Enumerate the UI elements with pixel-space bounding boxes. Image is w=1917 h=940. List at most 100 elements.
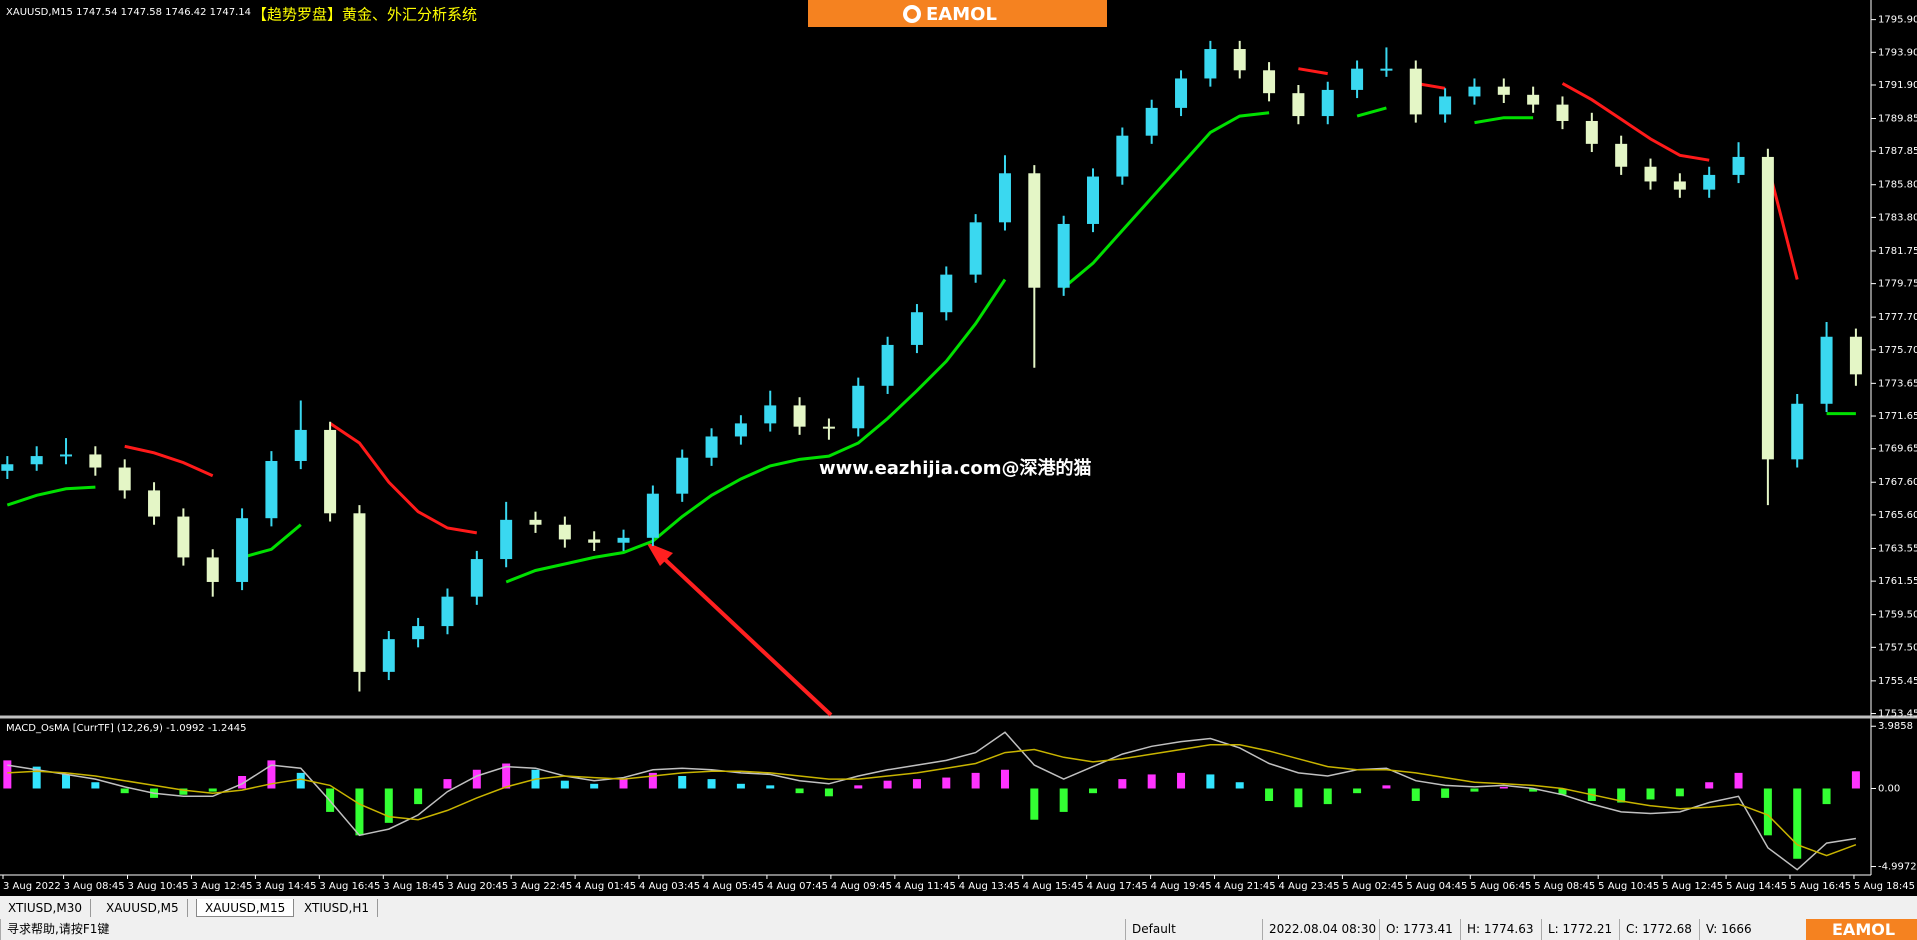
tab[interactable]: XTIUSD,H1	[296, 899, 378, 917]
histogram-bar	[1675, 788, 1684, 797]
status-high: H: 1774.63	[1460, 919, 1534, 940]
x-tick-label: 4 Aug 07:45	[767, 881, 828, 892]
y-tick-label: -4.9972	[1878, 862, 1917, 873]
tab[interactable]: XAUUSD,M5	[98, 899, 188, 917]
histogram-bar	[414, 788, 423, 805]
y-tick-label: 1765.60	[1878, 510, 1917, 521]
histogram-bar	[32, 766, 41, 789]
candle-body	[529, 519, 542, 525]
indicator-line	[7, 744, 1857, 857]
candle-body	[500, 519, 513, 560]
candle-body	[1615, 143, 1628, 167]
annotation-arrow	[656, 551, 833, 717]
histogram-bar	[62, 774, 71, 789]
y-tick-label: 1759.50	[1878, 610, 1917, 621]
histogram-bar	[619, 779, 628, 789]
x-tick-label: 3 Aug 12:45	[191, 881, 252, 892]
histogram-bar	[1734, 772, 1743, 789]
histogram-bar	[1030, 788, 1039, 820]
candle-body	[676, 457, 689, 494]
histogram-bar	[795, 788, 804, 794]
candle-body	[1703, 174, 1716, 190]
y-tick-label: 1781.75	[1878, 246, 1917, 257]
histogram-bar	[1382, 785, 1391, 789]
histogram-bar	[1793, 788, 1802, 859]
banner-icon-inner	[907, 9, 917, 19]
y-tick-label: 1779.75	[1878, 279, 1917, 290]
candle-body	[294, 429, 307, 461]
x-tick-label: 3 Aug 2022	[3, 881, 61, 892]
candle-body	[881, 344, 894, 386]
y-tick-label: 1787.85	[1878, 146, 1917, 157]
histogram-bar	[971, 772, 980, 789]
candle-body	[764, 405, 777, 424]
histogram-bar	[1411, 788, 1420, 801]
y-tick-label: 1789.85	[1878, 114, 1917, 125]
y-tick-label: 1769.65	[1878, 444, 1917, 455]
bottom-panel: XTIUSD,M30 XAUUSD,M5 XAUUSD,M15 XTIUSD,H1 寻求…	[0, 896, 1917, 940]
candle-body	[1556, 104, 1569, 121]
candle-body	[646, 493, 659, 538]
x-tick-label: 4 Aug 15:45	[1023, 881, 1084, 892]
candle-body	[1585, 120, 1598, 144]
y-tick-label: 1755.45	[1878, 676, 1917, 687]
tab[interactable]: XAUUSD,M15	[196, 899, 295, 917]
candle-body	[1145, 107, 1158, 136]
candle-body	[60, 454, 73, 457]
histogram-bar	[208, 788, 217, 792]
x-tick-label: 5 Aug 14:45	[1726, 881, 1787, 892]
histogram-bar	[824, 788, 833, 797]
histogram-bar	[502, 763, 511, 789]
candle-body	[1233, 49, 1246, 71]
x-tick-label: 4 Aug 19:45	[1151, 881, 1212, 892]
histogram-bar	[384, 788, 393, 823]
indicator-line	[7, 731, 1857, 871]
y-tick-label: 1761.55	[1878, 576, 1917, 587]
candle-body	[177, 516, 190, 558]
candle-body	[206, 557, 219, 582]
candle-body	[324, 429, 337, 514]
histogram-bar	[296, 772, 305, 789]
histogram-bar	[1118, 779, 1127, 789]
histogram-bar	[1705, 782, 1714, 789]
candle-body	[1673, 181, 1686, 190]
y-tick-label: 3.9858	[1878, 721, 1913, 732]
histogram-bar	[1147, 774, 1156, 789]
histogram-bar	[736, 783, 745, 789]
x-tick-label: 3 Aug 14:45	[255, 881, 316, 892]
chart-window: XAUUSD,M15 1747.54 1747.58 1746.42 1747.…	[0, 0, 1917, 892]
candle-body	[969, 222, 982, 275]
y-tick-label: 1767.60	[1878, 477, 1917, 488]
x-tick-label: 5 Aug 16:45	[1790, 881, 1851, 892]
candle-body	[734, 423, 747, 437]
histogram-bar	[120, 788, 129, 794]
candle-body	[1, 464, 14, 471]
candle-body	[558, 524, 571, 540]
histogram-bar	[1059, 788, 1068, 812]
candle-body	[998, 173, 1011, 223]
candle-body	[1380, 68, 1393, 71]
candle-body	[1351, 68, 1364, 90]
y-tick-label: 1757.50	[1878, 642, 1917, 653]
candle-body	[793, 405, 806, 427]
histogram-bar	[267, 760, 276, 789]
y-tick-label: 1763.55	[1878, 543, 1917, 554]
y-tick-label: 1791.90	[1878, 80, 1917, 91]
candle-body	[822, 426, 835, 429]
candle-body	[470, 559, 483, 597]
y-tick-label: 1783.80	[1878, 212, 1917, 223]
x-tick-label: 4 Aug 03:45	[639, 881, 700, 892]
x-tick-label: 4 Aug 05:45	[703, 881, 764, 892]
system-name: 【趋势罗盘】黄金、外汇分析系统	[252, 6, 477, 24]
y-tick-label: 1795.90	[1878, 15, 1917, 26]
x-tick-label: 5 Aug 04:45	[1406, 881, 1467, 892]
histogram-bar	[1499, 786, 1508, 789]
histogram-bar	[1089, 788, 1098, 794]
candle-body	[1263, 70, 1276, 94]
candle-body	[1761, 156, 1774, 460]
histogram-bar	[1529, 788, 1538, 792]
status-low: L: 1772.21	[1541, 919, 1612, 940]
histogram-bar	[472, 769, 481, 789]
x-tick-label: 5 Aug 06:45	[1470, 881, 1531, 892]
tab[interactable]: XTIUSD,M30	[0, 899, 91, 917]
